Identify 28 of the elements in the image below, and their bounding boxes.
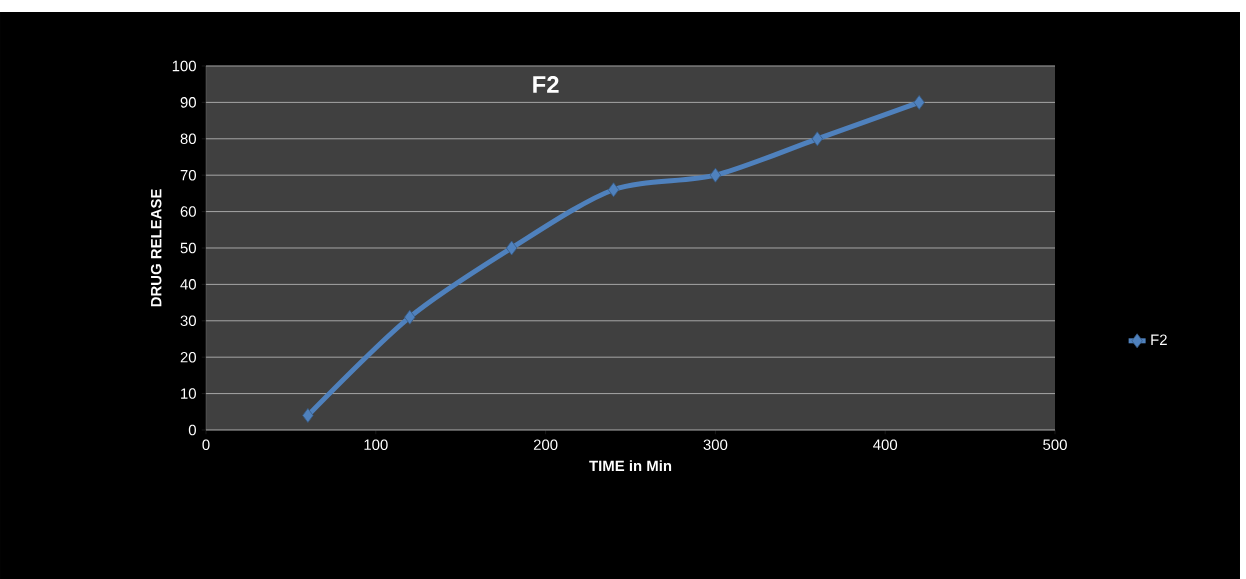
y-tick-label: 50 <box>180 242 196 254</box>
x-tick-label: 0 <box>202 439 210 450</box>
y-tick-label: 60 <box>180 206 196 217</box>
point <box>913 94 925 110</box>
point <box>506 240 518 256</box>
y-tick-label: 20 <box>180 351 196 363</box>
point <box>607 182 620 198</box>
point <box>404 309 416 325</box>
y-tick-label: 100 <box>172 60 196 72</box>
x-tick-label: 200 <box>533 439 558 450</box>
point <box>302 408 314 423</box>
x-axis-title: TIME in Min <box>589 460 672 471</box>
point <box>811 131 823 147</box>
y-tick-label: 70 <box>180 169 196 181</box>
y-tick-label: 30 <box>180 315 196 327</box>
y-axis-title: DRUG RELEASE <box>150 189 162 307</box>
y-tick-label: 90 <box>180 97 196 108</box>
x-tick-label: 400 <box>873 439 898 450</box>
y-tick-label: 0 <box>188 424 196 436</box>
legend-label: F2 <box>1151 334 1167 345</box>
chart-title: F2 <box>533 76 559 93</box>
x-tick-label: 100 <box>364 439 388 450</box>
point <box>709 167 722 183</box>
x-tick-label: 300 <box>703 439 728 450</box>
y-tick-label: 10 <box>181 388 196 399</box>
y-tick-label: 40 <box>180 279 196 290</box>
x-tick-label: 500 <box>1043 439 1067 450</box>
y-tick-label: 80 <box>180 133 196 145</box>
